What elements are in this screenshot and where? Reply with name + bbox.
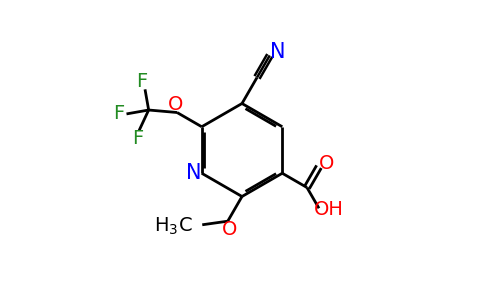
Text: O: O: [222, 220, 237, 239]
Text: O: O: [319, 154, 334, 173]
Text: O: O: [168, 95, 183, 115]
Text: OH: OH: [314, 200, 344, 219]
Text: F: F: [132, 129, 143, 148]
Text: F: F: [113, 104, 124, 123]
Text: H$_3$C: H$_3$C: [154, 216, 193, 237]
Text: N: N: [270, 42, 285, 62]
Text: N: N: [185, 163, 201, 183]
Text: F: F: [136, 72, 148, 91]
